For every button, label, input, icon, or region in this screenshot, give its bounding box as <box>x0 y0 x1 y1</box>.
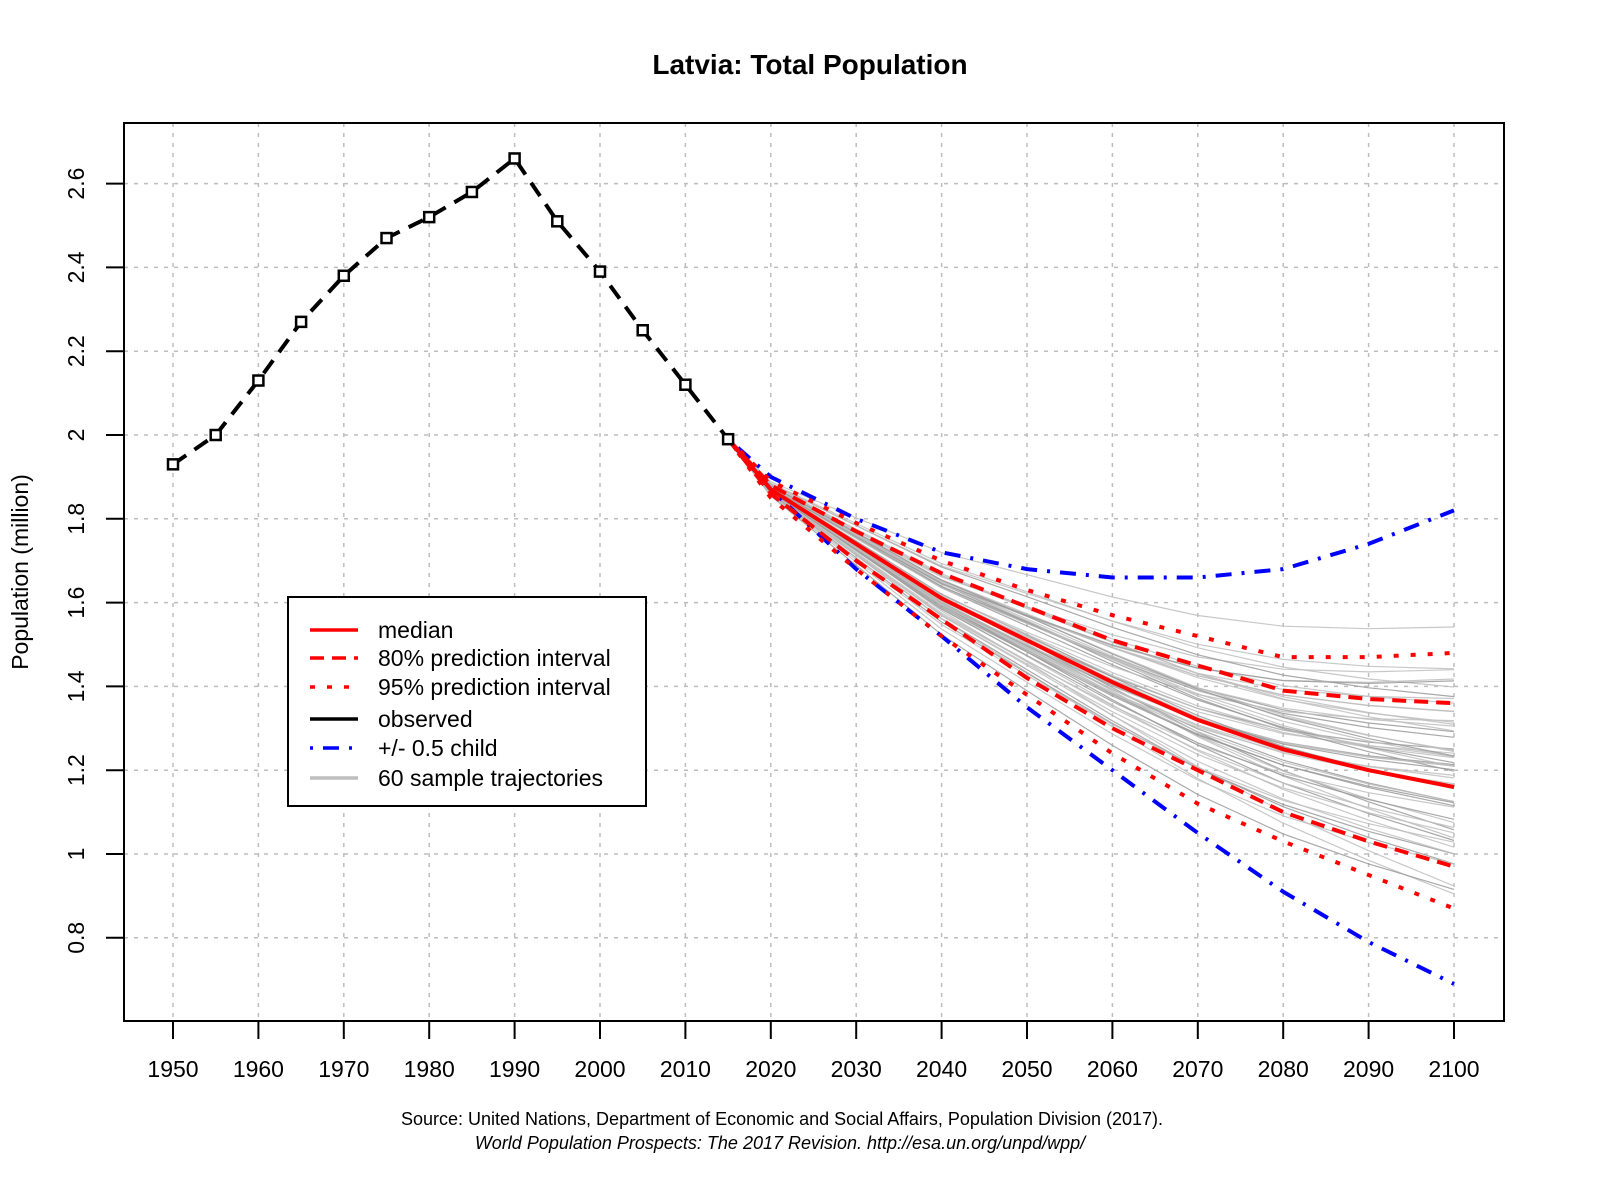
grid <box>124 123 1504 1021</box>
sample-trajectory <box>727 438 1455 787</box>
observed-point-marker <box>380 231 393 245</box>
legend-label: 95% prediction interval <box>378 674 611 700</box>
x-tick-label: 2090 <box>1343 1056 1394 1082</box>
observed-point-marker <box>294 315 308 329</box>
chart-title: Latvia: Total Population <box>652 49 967 80</box>
x-tick-label: 2100 <box>1428 1056 1479 1082</box>
sample-trajectory <box>727 438 1455 865</box>
observed-point-marker <box>593 265 607 278</box>
observed-point-marker <box>166 458 180 471</box>
observed-point-marker <box>721 432 735 446</box>
sample-trajectory <box>727 438 1455 807</box>
sample-trajectory <box>727 438 1455 751</box>
x-tick-label: 1980 <box>404 1056 455 1082</box>
sample-trajectory <box>727 438 1455 779</box>
sample-trajectory <box>727 438 1455 753</box>
y-tick-label: 2 <box>63 429 89 442</box>
series--0-5-child <box>726 437 1455 986</box>
sample-trajectory <box>727 438 1455 776</box>
sample-trajectories <box>727 438 1455 895</box>
legend-label: +/- 0.5 child <box>378 735 498 761</box>
legend-box <box>287 596 647 807</box>
y-tick-label: 2.2 <box>63 335 89 367</box>
x-tick-label: 2010 <box>660 1056 711 1082</box>
sample-trajectory <box>727 438 1455 803</box>
observed-point-marker <box>551 215 564 228</box>
sample-trajectory <box>727 438 1455 670</box>
observed-point-marker <box>679 378 692 391</box>
plot-frame <box>123 122 1505 1022</box>
x-tick-label: 1950 <box>147 1056 198 1082</box>
x-tick-label: 2060 <box>1087 1056 1138 1082</box>
series-80-upper <box>726 437 1455 706</box>
y-tick-label: 0.8 <box>63 922 89 954</box>
y-tick-label: 1.2 <box>63 754 89 786</box>
sample-trajectory <box>727 438 1455 764</box>
series-median <box>726 437 1455 789</box>
observed-point-marker <box>422 210 436 224</box>
y-tick-label: 1 <box>63 848 89 861</box>
sample-trajectory <box>727 438 1455 834</box>
series-lines <box>166 152 1455 986</box>
legend-label: median <box>378 617 453 643</box>
y-axis: 0.8 1 1.2 1.4 1.6 1.8 2 2.2 2.4 2.6 <box>63 168 124 954</box>
x-tick-label: 2050 <box>1001 1056 1052 1082</box>
observed-point-marker <box>636 324 649 337</box>
sample-trajectory <box>727 438 1455 754</box>
series-observed <box>171 155 730 466</box>
x-tick-label: 2040 <box>916 1056 967 1082</box>
series-95-upper <box>726 437 1455 660</box>
sample-trajectory <box>727 438 1455 803</box>
x-tick-label: 1970 <box>318 1056 369 1082</box>
observed-point-marker <box>209 428 222 442</box>
x-tick-label: 2020 <box>745 1056 796 1082</box>
legend-label: 80% prediction interval <box>378 645 611 671</box>
x-tick-label: 2030 <box>831 1056 882 1082</box>
sample-trajectory <box>727 438 1455 685</box>
x-tick-label: 1960 <box>233 1056 284 1082</box>
y-axis-label: Population (million) <box>7 474 33 670</box>
sample-trajectory <box>727 438 1455 771</box>
y-tick-label: 1.4 <box>63 670 89 702</box>
sample-trajectory <box>727 438 1455 848</box>
x-tick-label: 2000 <box>574 1056 625 1082</box>
legend-label: observed <box>378 706 473 732</box>
sample-trajectory <box>727 438 1455 804</box>
observed-point-marker <box>508 152 521 165</box>
series--0-5-child <box>726 437 1455 580</box>
x-axis: 1950 1960 1970 1980 1990 2000 2010 2020 2030 2040… <box>147 1020 1480 1082</box>
observed-point-marker <box>465 185 479 199</box>
observed-point-marker <box>252 374 265 387</box>
x-tick-label: 2080 <box>1258 1056 1309 1082</box>
legend-label: 60 sample trajectories <box>378 765 603 791</box>
source-line-1: Source: United Nations, Department of Ec… <box>401 1109 1163 1129</box>
y-tick-label: 2.6 <box>63 168 89 200</box>
x-tick-label: 2070 <box>1172 1056 1223 1082</box>
sample-trajectory <box>727 438 1455 683</box>
y-tick-label: 1.8 <box>63 503 89 535</box>
sample-trajectory <box>727 438 1455 890</box>
sample-trajectory <box>727 438 1455 820</box>
sample-trajectory <box>727 438 1455 688</box>
sample-trajectory <box>727 438 1455 855</box>
y-tick-label: 2.4 <box>63 251 89 283</box>
series-80-lower <box>726 437 1455 869</box>
sample-trajectory <box>727 438 1455 700</box>
y-tick-label: 1.6 <box>63 587 89 619</box>
observed-point-marker <box>337 269 351 283</box>
source-line-2: World Population Prospects: The 2017 Rev… <box>475 1133 1087 1153</box>
x-tick-label: 1990 <box>489 1056 540 1082</box>
